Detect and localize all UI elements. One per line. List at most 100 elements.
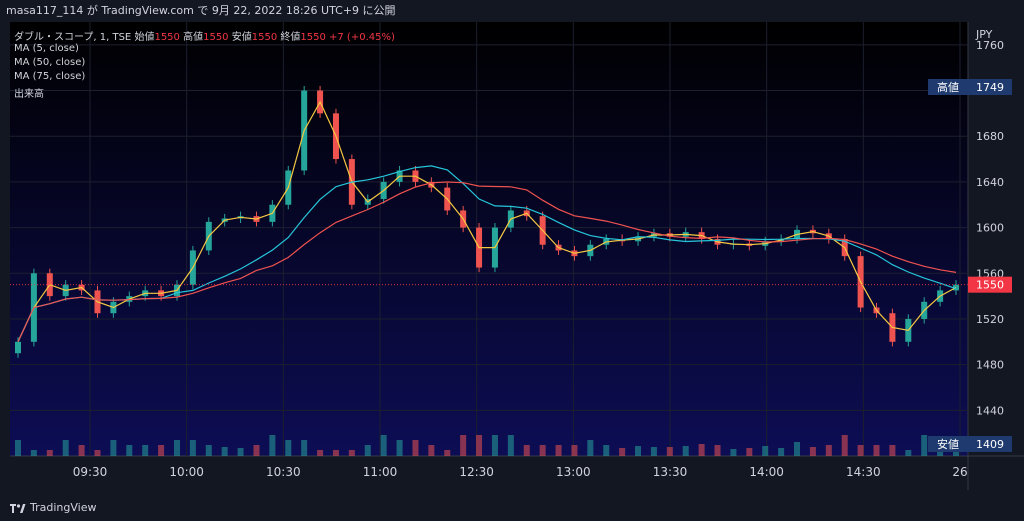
volume-bar [110,440,117,456]
volume-bar [682,446,689,456]
legend-change: +7 (+0.45%) [329,32,395,43]
price-tick-label: 1520 [976,313,1004,326]
time-tick-label: 13:00 [556,465,591,479]
volume-bar [78,445,85,456]
legend-ohlc: ダブル・スコープ, 1, TSE 始値1550 高値1550 安値1550 終値… [14,28,395,43]
volume-bar [873,445,880,456]
legend-high: 1550 [203,32,229,43]
volume-bar [571,445,578,456]
legend-ma50[interactable]: MA (50, close) [14,57,86,68]
volume-bar [857,445,864,456]
volume-bar [905,450,912,456]
volume-bar [730,449,737,456]
gridlines [10,22,968,456]
currency-label: JPY [975,28,993,41]
moving-averages [17,100,957,343]
volume-bar [444,450,451,456]
time-tick-label: 14:30 [846,465,881,479]
volume-bar [666,447,673,456]
volume-bar [809,447,816,456]
volume-bar [173,440,180,456]
volume-bar [921,435,928,456]
price-tick-label: 1760 [976,39,1004,52]
volume-bar [189,440,196,456]
ma75-line [17,181,957,343]
legend-open: 1550 [154,32,180,43]
volume-bar [555,445,562,456]
time-tick-label: 10:00 [169,465,204,479]
volume-bar [428,445,435,456]
volume-bar [253,445,260,456]
legend-symbol: ダブル・スコープ, 1, TSE [14,32,132,43]
volume-bar [762,446,769,456]
volume-bar [539,445,546,456]
low-marker-label: 安値 [937,437,959,451]
volume-bar [94,450,101,456]
price-ticks: 176017201680164016001560152014801440 [976,39,1004,417]
publish-caption: masa117_114 が TradingView.com で 9月 22, 2… [0,0,1024,22]
volume-bar [237,448,244,456]
time-tick-label: 13:30 [653,465,688,479]
price-tick-label: 1640 [976,176,1004,189]
volume-bar [635,446,642,456]
legend-ma5[interactable]: MA (5, close) [14,43,79,54]
high-marker-label: 高値 [937,80,959,94]
volume-bar [158,445,165,456]
legend-high-label: 高値 [183,32,204,43]
price-tick-label: 1480 [976,359,1004,372]
last-price-value: 1550 [976,279,1004,292]
legend-low-label: 安値 [231,32,252,43]
low-marker-value: 1409 [976,438,1004,451]
legend-ma75[interactable]: MA (75, close) [14,71,86,82]
legend-close-label: 終値 [280,32,301,43]
volume-bar [285,440,292,456]
volume-bar [30,450,37,456]
volume-bar [523,445,530,456]
volume-bar [794,442,801,456]
volume-bar [301,440,308,456]
high-marker-box [968,79,1012,95]
legend-low: 1550 [251,32,278,43]
volume-bar [332,450,339,456]
candle-body [15,341,21,354]
volume-bar [46,450,53,456]
volume-bar [491,435,498,456]
volume-bars [15,435,959,456]
volume-bar [889,445,896,456]
volume-bar [650,447,657,456]
volume-bar [619,448,626,456]
ma50-line [17,165,957,343]
volume-bar [205,445,212,456]
time-tick-label: 09:30 [73,465,108,479]
legend-close: 1550 [300,32,326,43]
volume-bar [507,435,514,456]
volume-bar [348,450,355,456]
volume-bar [746,448,753,456]
legend-volume[interactable]: 出来高 [14,89,44,100]
footer-bar: TradingView [0,490,1024,516]
volume-bar [412,440,419,456]
volume-bar [142,445,149,456]
high-marker-tag [928,79,968,95]
volume-bar [778,448,785,456]
low-marker-tag [928,436,968,452]
volume-bar [221,447,228,456]
tradingview-icon [10,504,26,513]
volume-bar [317,450,324,456]
time-tick-label: 11:00 [363,465,398,479]
time-ticks: 09:30 10:00 10:30 11:00 12:30 13:00 13:30 14:00… [73,465,968,479]
time-tick-label: 12:30 [459,465,494,479]
volume-bar [587,440,594,456]
time-tick-label: 26 [952,465,967,479]
last-price-box [968,276,1012,293]
volume-bar [603,445,610,456]
low-marker: 安値 1409 [928,436,1012,452]
tradingview-logo[interactable]: TradingView [10,495,96,521]
price-tick-label: 1600 [976,222,1004,235]
volume-bar [15,440,21,456]
volume-bar [714,445,721,456]
volume-bar [825,445,832,456]
high-marker: 高値 1749 [928,79,1012,95]
